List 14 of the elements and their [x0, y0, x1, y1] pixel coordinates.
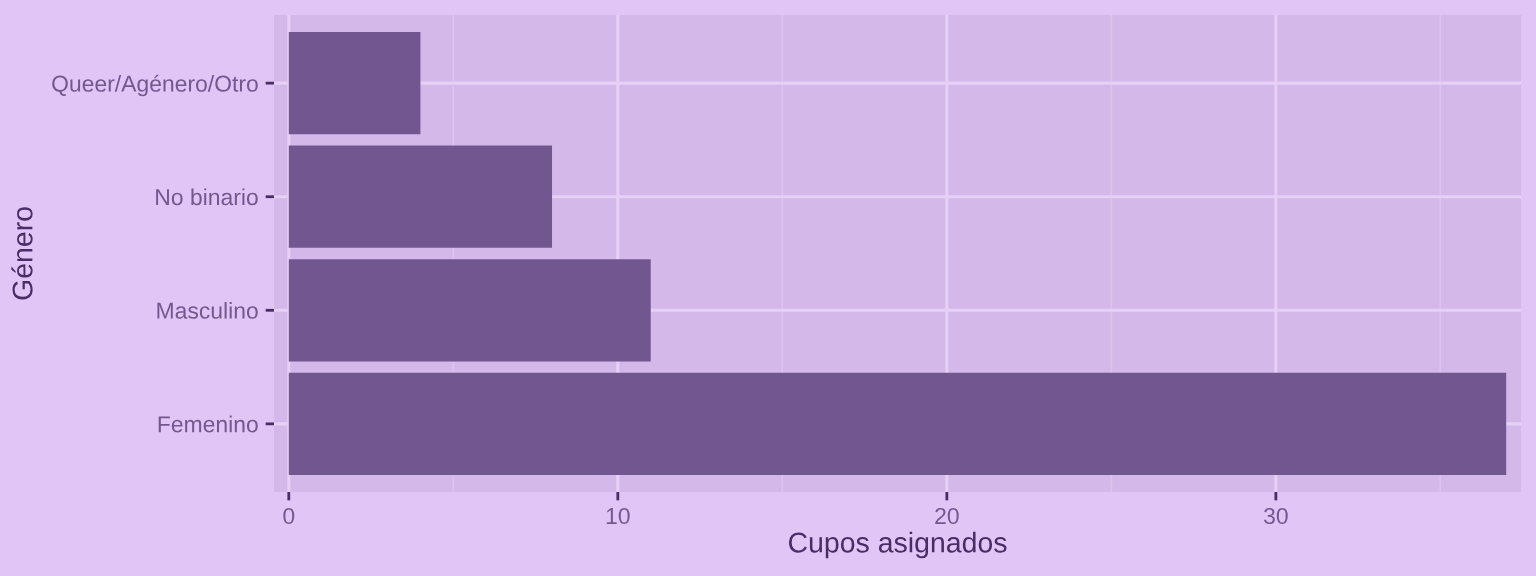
- bar: [288, 32, 421, 135]
- y-tick-label: No binario: [156, 188, 258, 206]
- x-tick-label: 10: [606, 507, 630, 525]
- y-tick-label: Femenino: [158, 415, 258, 433]
- bar: [288, 372, 1507, 475]
- x-tick-label: 20: [935, 507, 959, 525]
- bar: [288, 259, 651, 362]
- x-axis-title: Cupos asignados: [788, 531, 1007, 559]
- y-tick-label: Queer/Agénero/Otro: [52, 74, 258, 97]
- y-tick-label: Masculino: [157, 301, 258, 319]
- bar: [288, 145, 553, 248]
- y-axis-title: Género: [11, 207, 33, 300]
- x-tick-label: 0: [283, 507, 295, 525]
- x-tick-label: 30: [1264, 507, 1288, 525]
